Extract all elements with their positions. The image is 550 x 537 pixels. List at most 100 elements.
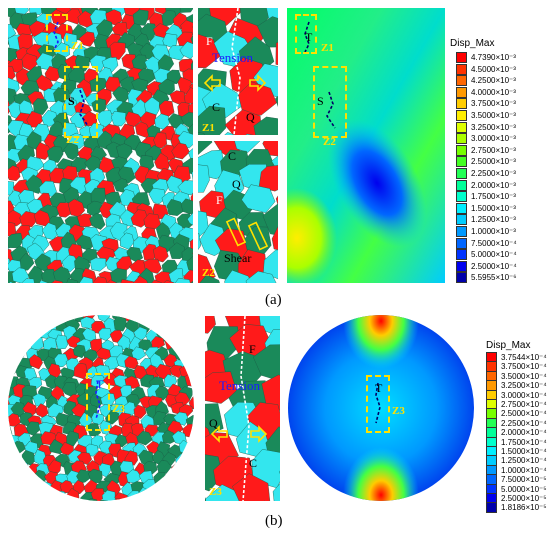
- grain-cell: [21, 278, 35, 283]
- arrow-right-icon: [249, 74, 267, 92]
- arrow-right-icon: [250, 425, 268, 443]
- legend-swatch: [456, 156, 467, 168]
- grain-cell: [133, 404, 147, 419]
- grain-cell: [153, 472, 167, 487]
- legend-swatch: [456, 249, 467, 261]
- shear-arrow-icon: [247, 221, 269, 251]
- legend-value: 2.7500×10⁻³: [471, 145, 516, 155]
- legend-swatch: [456, 75, 467, 87]
- grain-cell: [8, 326, 18, 341]
- legend-swatch: [456, 52, 467, 63]
- grain-cell: [147, 490, 163, 501]
- grain-cell: [156, 499, 171, 501]
- grain-cell: [76, 213, 95, 228]
- grain-cell: [253, 116, 278, 135]
- grain-cell: [151, 279, 163, 283]
- legend-value: 2.5000×10⁻⁴: [501, 409, 547, 419]
- grain-cell: [55, 412, 70, 427]
- grain-cell: [13, 498, 30, 501]
- grain-cell: [162, 317, 177, 331]
- legend-entry: 3.0000×10⁻³: [456, 133, 516, 145]
- legend-swatch: [456, 110, 467, 121]
- legend-value: 1.8186×10⁻⁵: [501, 503, 547, 513]
- legend-value: 5.0000×10⁻⁴: [471, 250, 517, 260]
- grain-cell: [66, 278, 79, 283]
- crack-path: [375, 382, 381, 424]
- grain-cell: [54, 353, 69, 368]
- grain-cell: [153, 132, 168, 149]
- grain-cell: [19, 252, 35, 271]
- grain-mosaic-b: [8, 315, 194, 501]
- shear-arrow-icon: [225, 217, 247, 247]
- legend-entry: 4.7390×10⁻³: [456, 52, 516, 63]
- letter-t-disp-b: T: [375, 381, 383, 395]
- grain-cell: [224, 132, 236, 135]
- grain-cell: [8, 497, 19, 501]
- legend-value: 1.7500×10⁻³: [471, 192, 516, 202]
- legend-value: 3.7500×10⁻⁴: [501, 362, 547, 372]
- grain-cell: [136, 430, 153, 446]
- letter-q-z2: Q: [232, 177, 241, 191]
- grain-cell: [167, 498, 183, 501]
- grain-cell: [167, 480, 182, 496]
- grain-cell: [275, 41, 278, 66]
- grain-cell: [120, 279, 135, 283]
- grain-cell: [42, 489, 59, 501]
- grain-cell: [158, 78, 175, 96]
- load-point-top: [343, 315, 419, 369]
- letter-c-z3: C: [249, 456, 258, 470]
- zone-z1-label: Z1: [71, 40, 84, 52]
- grain-cell: [234, 141, 261, 153]
- grain-cell: [168, 242, 187, 259]
- grain-cell: [232, 473, 271, 501]
- grain-cell: [79, 276, 93, 283]
- grain-cell: [193, 439, 194, 454]
- legend-entry: 2.5000×10⁻³: [456, 156, 516, 168]
- legend-value: 5.0000×10⁻⁵: [501, 484, 547, 494]
- grain-cell: [52, 266, 72, 283]
- legend-value: 3.7544×10⁻⁴: [501, 353, 547, 362]
- zoom-z2-mosaic: [198, 141, 278, 283]
- zoom-z3-panel: F Tension Q C Z3: [205, 316, 280, 501]
- crack-path: [231, 8, 241, 135]
- grain-cell: [14, 462, 31, 477]
- grain-cell: [152, 316, 167, 330]
- grain-cell: [262, 203, 278, 236]
- grain-cell: [205, 371, 238, 404]
- grain-cell: [38, 498, 53, 501]
- grain-cell: [131, 499, 147, 501]
- crack-path: [304, 21, 310, 53]
- zone-z1-box: [46, 14, 68, 52]
- grain-cell: [8, 364, 16, 378]
- grain-cell: [198, 105, 227, 135]
- disp-disc: [288, 315, 474, 501]
- grain-cell: [193, 481, 194, 496]
- grain-cell: [8, 315, 16, 322]
- grain-cell: [20, 318, 37, 332]
- letter-f-z1: F: [206, 34, 213, 48]
- grain-cell: [186, 334, 194, 350]
- grain-cell: [8, 482, 13, 498]
- legend-swatch: [456, 179, 467, 191]
- grain-cell: [198, 253, 216, 283]
- legend-value: 2.0000×10⁻⁴: [501, 428, 547, 438]
- grain-cell: [192, 382, 194, 397]
- grain-cell: [8, 377, 11, 392]
- grain-cell: [47, 497, 62, 501]
- disp-z2-label: Z2: [323, 136, 336, 148]
- legend-entry: 5.0000×10⁻⁴: [456, 249, 517, 261]
- grain-cell: [89, 213, 106, 230]
- arrow-left-icon: [203, 74, 221, 92]
- legend-entry: 1.0000×10⁻³: [456, 226, 516, 237]
- grain-cell: [8, 209, 24, 227]
- legend-value: 2.5000×10⁻⁵: [501, 494, 547, 503]
- grain-cell: [11, 315, 26, 323]
- grain-cell: [176, 471, 192, 486]
- grain-cell: [191, 461, 194, 476]
- grain-cell: [187, 212, 193, 226]
- letter-f-z3: F: [249, 342, 256, 356]
- legend-swatch: [456, 272, 467, 284]
- grain-cell: [168, 315, 184, 322]
- legend-entry: 2.7500×10⁻³: [456, 144, 516, 156]
- grain-cell: [190, 35, 193, 46]
